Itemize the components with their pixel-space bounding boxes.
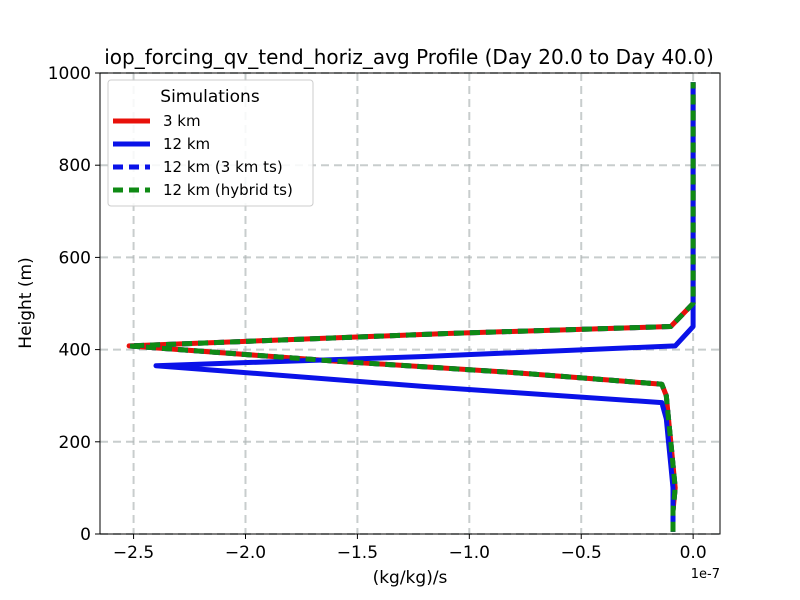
legend: Simulations 3 km 12 km 12 km (3 km ts) 12 k… [107, 79, 314, 207]
chart-title: iop_forcing_qv_tend_horiz_avg Profile (D… [104, 45, 714, 69]
legend-items: 3 km 12 km 12 km (3 km ts) 12 km (hybrid ts… [113, 112, 293, 199]
series-line [126, 82, 696, 532]
x-tick-label: 0.0 [680, 543, 707, 563]
y-tick-label: 600 [59, 248, 91, 268]
plot-frame [99, 72, 721, 535]
legend-box [107, 79, 314, 207]
y-tick-label: 200 [59, 433, 91, 453]
x-axis-offset-label: 1e-7 [691, 567, 720, 582]
legend-entry-label: 12 km (hybrid ts) [163, 181, 293, 199]
x-tick-label: −1.0 [449, 543, 490, 563]
legend-title: Simulations [160, 87, 260, 107]
legend-entry-label: 3 km [163, 112, 201, 130]
legend-entry-label: 12 km (3 km ts) [163, 158, 283, 176]
series-lines [126, 82, 696, 532]
x-tick-label: −0.5 [561, 543, 602, 563]
x-tick-label: −1.5 [337, 543, 378, 563]
y-tick-label: 1000 [48, 64, 91, 84]
axis-ticks: −2.5 −2.0 −1.5 −1.0 −0.5 0.0 0 200 400 600 800 1000 [48, 64, 707, 563]
y-tick-label: 400 [59, 341, 91, 361]
grid [100, 72, 720, 535]
legend-entry-label: 12 km [163, 135, 210, 153]
x-tick-label: −2.5 [113, 543, 154, 563]
y-tick-label: 0 [80, 525, 91, 545]
y-axis-label: Height (m) [16, 257, 36, 348]
y-tick-label: 800 [59, 156, 91, 176]
x-tick-label: −2.0 [225, 543, 266, 563]
x-axis-label: (kg/kg)/s [373, 568, 448, 588]
